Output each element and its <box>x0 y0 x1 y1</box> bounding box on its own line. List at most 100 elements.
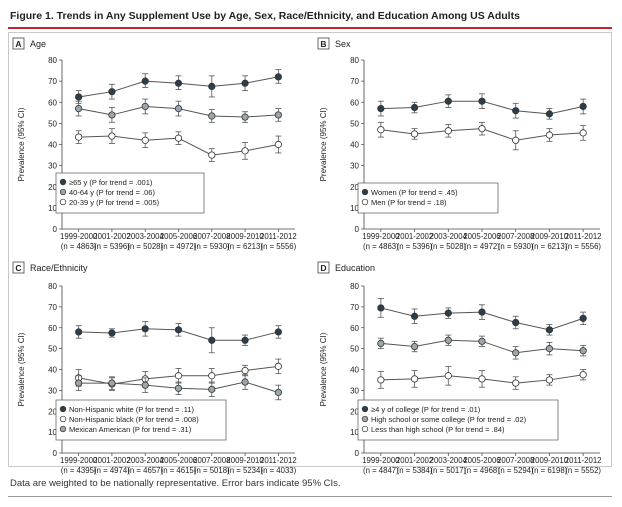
data-point <box>444 372 452 380</box>
data-point <box>75 93 83 101</box>
panel-title: Sex <box>335 39 351 49</box>
data-point <box>75 328 83 336</box>
y-tick-label: 10 <box>48 428 57 437</box>
data-point <box>545 345 554 353</box>
x-tick-label: 2005-2006 <box>160 456 197 465</box>
legend-marker <box>361 188 369 196</box>
data-point <box>75 379 83 387</box>
x-tick-label: 1999-2000 <box>60 232 98 241</box>
data-point <box>512 136 520 144</box>
legend-box <box>55 399 227 441</box>
data-point <box>208 112 216 120</box>
data-point <box>108 111 116 119</box>
panel-b: B Sex Prevalence (95% CI) 0 10 20 30 40 50 60 70 80… <box>317 37 602 251</box>
legend-marker <box>361 415 369 423</box>
data-point <box>241 113 249 121</box>
legend-box <box>357 182 499 214</box>
data-point <box>208 151 216 159</box>
y-tick-label: 40 <box>350 366 359 375</box>
x-n-label: (n = 5552) <box>565 466 601 475</box>
legend-label: Mexican American (P for trend = .31) <box>69 425 192 434</box>
series-1 <box>75 321 282 354</box>
data-point <box>579 102 587 111</box>
x-tick-label: 2001-2002 <box>93 456 130 465</box>
y-axis-label: Prevalence (95% CI) <box>319 332 328 406</box>
legend-marker <box>361 198 369 206</box>
y-tick-label: 0 <box>53 449 58 458</box>
panel-letter: A <box>15 39 21 49</box>
data-point <box>478 97 486 105</box>
figure-footnote: Data are weighted to be nationally repre… <box>10 478 341 489</box>
title-rule <box>8 27 612 29</box>
data-point <box>579 314 587 322</box>
data-point <box>141 381 149 389</box>
x-tick-label: 1999-2000 <box>362 456 400 465</box>
data-point <box>75 133 83 141</box>
data-point <box>377 126 385 134</box>
data-point <box>377 104 385 113</box>
data-point <box>108 379 116 387</box>
legend-box <box>357 399 559 441</box>
x-tick-label: 2007-2008 <box>193 456 230 465</box>
y-tick-label: 50 <box>350 345 359 354</box>
data-point <box>512 107 520 115</box>
data-point <box>377 304 385 312</box>
panel-letter-box <box>317 261 330 274</box>
data-point <box>579 129 587 137</box>
y-tick-label: 50 <box>48 119 57 128</box>
y-tick-label: 40 <box>48 141 57 150</box>
legend-marker <box>59 415 67 423</box>
x-n-label: (n = 5028) <box>430 242 466 251</box>
panel-letter-box <box>317 37 330 50</box>
series-1 <box>377 93 587 120</box>
legend-marker <box>361 405 369 413</box>
data-point <box>410 375 419 383</box>
x-tick-label: 2003-2004 <box>430 232 468 241</box>
data-point <box>174 79 183 87</box>
legend-label: Less than high school (P for trend = .84… <box>371 425 505 434</box>
y-tick-label: 0 <box>355 225 360 234</box>
data-point <box>108 88 116 96</box>
panel-letter: D <box>320 263 326 273</box>
series-2 <box>75 98 282 123</box>
y-tick-label: 80 <box>48 56 57 65</box>
figure-title: Figure 1. Trends in Any Supplement Use b… <box>10 10 520 22</box>
y-tick-label: 40 <box>48 366 57 375</box>
x-tick-label: 2003-2004 <box>127 456 165 465</box>
data-point <box>410 312 419 320</box>
data-point <box>545 110 554 118</box>
panel-d: D Education Prevalence (95% CI) 0 10 20 30 40 50… <box>317 261 602 475</box>
legend-marker <box>361 425 369 433</box>
data-point <box>241 366 249 375</box>
x-n-label: (n = 6213) <box>532 242 568 251</box>
x-n-label: (n = 5294) <box>498 466 534 475</box>
data-point <box>545 131 554 139</box>
y-tick-label: 60 <box>48 324 57 333</box>
x-tick-label: 2011-2012 <box>260 232 297 241</box>
series-3 <box>377 365 587 390</box>
data-point <box>545 376 554 384</box>
data-point <box>274 111 282 119</box>
data-point <box>478 337 486 345</box>
y-tick-label: 30 <box>350 162 359 171</box>
data-point <box>208 336 216 344</box>
data-point <box>141 325 149 333</box>
series-2 <box>377 121 587 151</box>
panel-letter: C <box>15 263 21 273</box>
y-tick-label: 20 <box>48 183 57 192</box>
panel-a: A Age Prevalence (95% CI) 0 10 20 30 40 50 60 70 80… <box>12 37 297 251</box>
y-tick-label: 60 <box>48 98 57 107</box>
x-tick-label: 2003-2004 <box>430 456 468 465</box>
panel-letter-box <box>12 261 25 274</box>
x-n-label: (n = 4657) <box>127 466 163 475</box>
legend-marker <box>59 188 67 196</box>
x-n-label: (n = 4972) <box>464 242 500 251</box>
y-tick-label: 20 <box>350 183 359 192</box>
x-n-label: (n = 4974) <box>94 466 130 475</box>
data-point <box>174 326 183 334</box>
data-point <box>579 371 587 379</box>
data-point <box>377 376 385 384</box>
panel-letter: B <box>320 39 326 49</box>
y-tick-label: 10 <box>350 204 359 213</box>
